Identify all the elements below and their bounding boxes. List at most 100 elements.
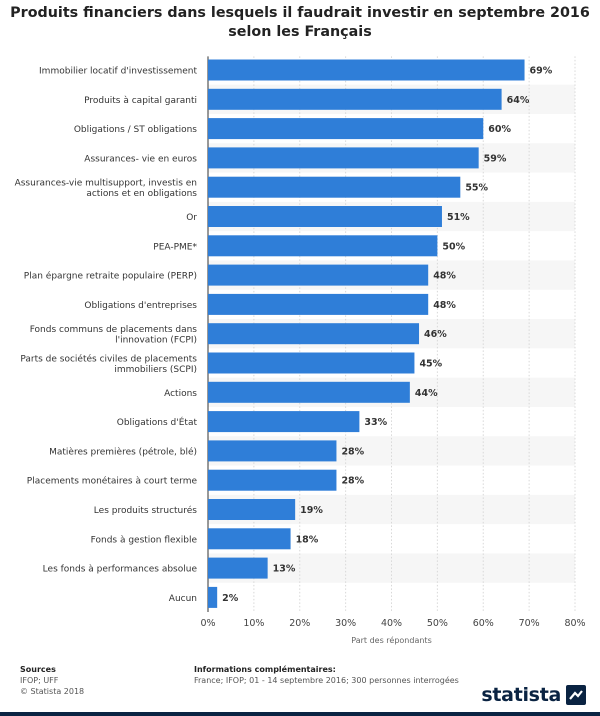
x-tick-label: 20% [289,618,310,629]
category-label: Produits à capital garanti [84,96,197,106]
category-label-line: Matières premières (pétrole, blé) [49,446,197,457]
bar-chart: 0% 10% 20% 30% 40% 50% 60% 70% 80% 69% Immobilier … [15,56,586,645]
category-label: Les produits structurés [94,505,198,516]
category-label-line: Fonds communs de placements dans [30,325,198,335]
bar [208,293,429,315]
category-label-line: Fonds à gestion flexible [91,535,198,545]
category-label: Matières premières (pétrole, blé) [49,446,197,457]
x-tick-label: 60% [473,618,494,629]
bar [208,147,479,169]
statista-logo[interactable]: statista [481,683,586,707]
data-label: 60% [488,124,511,135]
info-heading: Informations complémentaires: [194,665,336,674]
info-text: France; IFOP; 01 - 14 septembre 2016; 30… [194,676,459,685]
bar [208,440,337,462]
bar [208,264,429,286]
category-label-line: Obligations d'entreprises [84,301,197,311]
category-label: Assurances- vie en euros [84,154,197,164]
category-label: Actions [164,389,197,399]
x-tick-label: 50% [427,618,448,629]
info-block: Informations complémentaires: France; IF… [194,664,459,686]
category-label-line: Obligations / ST obligations [74,125,197,135]
bar [208,323,420,345]
category-label: Obligations d'État [117,416,198,428]
brand-name: statista [481,684,561,706]
bar [208,352,415,374]
bottom-accent-line [0,712,600,716]
category-label-line: actions et en obligations [86,189,197,199]
sources-block: Sources IFOP; UFF © Statista 2018 [20,664,84,697]
data-label: 55% [465,183,488,194]
data-label: 51% [447,212,470,223]
bar [208,469,337,491]
x-tick-label: 70% [519,618,540,629]
x-tick-label: 80% [564,618,585,629]
category-label: Obligations d'entreprises [84,301,197,311]
bar [208,586,218,608]
data-label: 48% [433,271,456,282]
x-tick-label: 40% [381,618,402,629]
sources-line-2: © Statista 2018 [20,687,85,696]
category-label-line: Les fonds à performances absolue [43,565,198,575]
data-label: 2% [222,593,239,604]
category-label-line: Immobilier locatif d'investissement [39,67,197,77]
category-label: PEA-PME* [153,242,197,252]
bar [208,381,410,403]
bar [208,206,442,227]
bar [208,499,296,520]
data-label: 50% [442,241,465,252]
bar [208,411,360,433]
data-label: 33% [364,417,387,428]
data-label: 69% [530,66,553,77]
data-label: 59% [484,153,507,164]
category-label-line: immobiliers (SCPI) [114,365,197,375]
category-label: Aucun [169,594,197,604]
category-label: Obligations / ST obligations [74,125,197,135]
category-label: Les fonds à performances absolue [43,565,198,575]
category-label-line: PEA-PME* [153,242,197,252]
data-label: 18% [296,534,319,545]
data-label: 64% [507,95,530,106]
data-label: 46% [424,329,447,340]
bar [208,118,484,140]
data-label: 19% [300,505,323,516]
x-axis-title: Part des répondants [351,635,431,645]
category-label: Parts de sociétés civiles de placements i… [20,353,197,375]
category-label-line: l'innovation (FCPI) [115,335,197,345]
category-label: Assurances-vie multisupport, investis en… [15,178,198,199]
category-label-line: Aucun [169,594,197,604]
data-label: 48% [433,300,456,311]
bar [208,88,502,110]
category-label-line: Produits à capital garanti [84,96,197,106]
data-label: 44% [415,388,438,399]
category-label-line: Placements monétaires à court terme [27,476,198,487]
statista-logo-icon [566,685,586,705]
category-label: Fonds à gestion flexible [91,535,198,545]
bar [208,59,525,81]
bar [208,176,461,198]
category-label-line: Obligations d'État [117,416,198,428]
category-label: Fonds communs de placements dans l'innova… [30,325,198,346]
category-label-line: Assurances-vie multisupport, investis en [15,178,197,188]
category-label-line: Assurances- vie en euros [84,154,197,164]
data-label: 28% [341,476,364,487]
category-label-line: Les produits structurés [94,505,198,516]
sources-heading: Sources [20,665,56,674]
x-tick-label: 10% [243,618,264,629]
category-label-line: Actions [164,389,197,399]
bar [208,235,438,257]
sources-line-1: IFOP; UFF [20,676,59,685]
chart-title: Produits financiers dans lesquels il fau… [10,5,590,40]
data-label: 45% [419,359,442,370]
data-label: 28% [341,446,364,457]
x-tick-label: 30% [335,618,356,629]
category-label: Or [186,213,197,223]
category-label-line: Plan épargne retraite populaire (PERP) [24,271,197,282]
category-label: Immobilier locatif d'investissement [39,67,197,77]
category-label-line: Or [186,213,197,223]
bar [208,528,291,550]
bar [208,557,268,579]
x-tick-label: 0% [200,618,215,629]
category-label: Placements monétaires à court terme [27,476,198,487]
category-label: Plan épargne retraite populaire (PERP) [24,271,197,282]
